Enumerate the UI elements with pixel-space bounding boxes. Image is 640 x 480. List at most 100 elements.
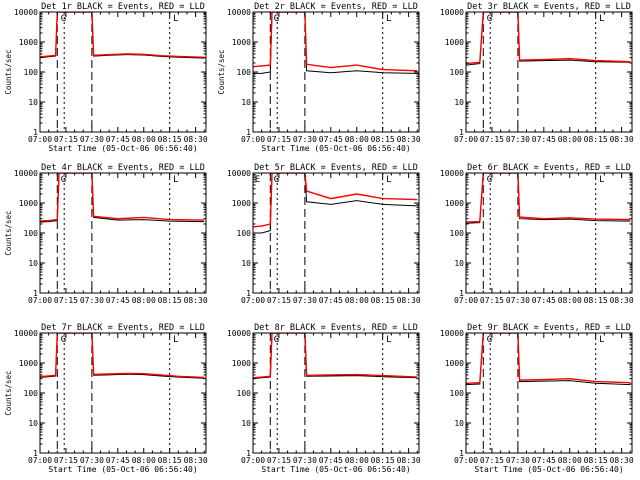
x-tick-label: 08:00	[132, 135, 156, 144]
x-tick-label: 08:00	[345, 456, 369, 465]
x-tick-label: 08:15	[584, 456, 608, 465]
x-tick-label: 07:45	[532, 135, 556, 144]
plot-frame	[39, 332, 207, 454]
y-tick-label: 10	[28, 419, 38, 428]
y-tick-label: 10	[241, 98, 251, 107]
x-tick-label: 07:45	[532, 296, 556, 305]
x-tick-label: 07:30	[80, 456, 104, 465]
y-tick-label: 100	[24, 229, 39, 238]
y-tick-label: 100	[237, 68, 252, 77]
x-tick-label: 08:00	[345, 135, 369, 144]
y-tick-label: 1000	[445, 38, 464, 47]
y-tick-label: 10000	[440, 8, 464, 17]
x-tick-label: 07:15	[480, 135, 504, 144]
y-tick-label: 1000	[232, 359, 251, 368]
x-tick-label: 08:15	[158, 456, 182, 465]
marker-letter: G	[274, 14, 279, 24]
detector-panel-8: Det 8r BLACK = Events, RED = LLD G L 1 10 100…	[227, 323, 421, 474]
y-tick-label: 10000	[440, 169, 464, 178]
y-tick-label: 10000	[14, 8, 38, 17]
x-tick-label: 07:00	[454, 135, 478, 144]
x-tick-label: 07:15	[267, 456, 291, 465]
x-tick-label: 08:15	[584, 296, 608, 305]
x-tick-label: 08:30	[610, 456, 634, 465]
plot-frame	[252, 172, 420, 294]
x-tick-label: 07:00	[454, 296, 478, 305]
y-tick-label: 10	[28, 98, 38, 107]
x-tick-label: 07:45	[106, 296, 130, 305]
x-tick-label: 08:30	[397, 135, 421, 144]
detector-panel-6: Det 6r BLACK = Events, RED = LLD G L 1 10 100…	[440, 163, 634, 305]
x-tick-label: 08:30	[397, 456, 421, 465]
x-tick-label: 07:15	[267, 296, 291, 305]
panel-title: Det 1r BLACK = Events, RED = LLD	[41, 2, 205, 12]
x-tick-label: 08:00	[132, 456, 156, 465]
marker-letter: G	[61, 335, 66, 345]
y-axis-label: Counts/sec	[4, 370, 13, 415]
x-axis-label: Start Time (05-Oct-06 06:56:40)	[474, 465, 623, 474]
x-axis-label: Start Time (05-Oct-06 06:56:40)	[261, 144, 410, 153]
x-axis-label: Start Time (05-Oct-06 06:56:40)	[48, 144, 197, 153]
marker-letter: G	[487, 175, 492, 185]
detector-panel-1: Det 1r BLACK = Events, RED = LLD G L 1 10 100…	[4, 2, 208, 153]
y-tick-label: 1	[246, 128, 251, 137]
x-tick-label: 08:30	[610, 135, 634, 144]
y-tick-label: 100	[24, 68, 39, 77]
x-tick-label: 07:45	[319, 456, 343, 465]
x-tick-label: 07:00	[241, 135, 265, 144]
x-tick-label: 07:30	[506, 296, 530, 305]
x-tick-label: 07:30	[293, 296, 317, 305]
y-tick-label: 10000	[14, 329, 38, 338]
x-tick-label: 08:15	[371, 456, 395, 465]
y-tick-label: 1	[33, 128, 38, 137]
panel-title: Det 3r BLACK = Events, RED = LLD	[467, 2, 631, 12]
panel-title: Det 6r BLACK = Events, RED = LLD	[467, 163, 631, 173]
y-tick-label: 100	[450, 68, 465, 77]
x-tick-label: 08:15	[158, 296, 182, 305]
plot-frame	[465, 332, 633, 454]
y-tick-label: 10	[28, 259, 38, 268]
y-tick-label: 10	[454, 419, 464, 428]
marker-letter: L	[599, 14, 604, 24]
marker-letter: L	[386, 14, 391, 24]
x-tick-label: 07:30	[506, 456, 530, 465]
x-tick-label: 07:45	[319, 135, 343, 144]
x-tick-label: 07:00	[241, 296, 265, 305]
y-tick-label: 1000	[19, 199, 38, 208]
series-line-lld	[40, 173, 205, 222]
detector-panel-4: Det 4r BLACK = Events, RED = LLD G L 1 10 100…	[4, 163, 208, 305]
x-tick-label: 07:30	[80, 296, 104, 305]
marker-letter: L	[386, 335, 391, 345]
y-tick-label: 100	[24, 389, 39, 398]
plot-frame	[252, 332, 420, 454]
x-tick-label: 08:30	[184, 135, 208, 144]
y-tick-label: 1000	[19, 38, 38, 47]
y-tick-label: 1	[459, 449, 464, 458]
series-line-lld	[253, 173, 418, 228]
y-axis-label: Counts/sec	[4, 49, 13, 94]
x-tick-label: 08:00	[345, 296, 369, 305]
x-tick-label: 07:30	[293, 135, 317, 144]
x-tick-label: 07:45	[319, 296, 343, 305]
marker-letter: E	[255, 175, 260, 185]
panel-title: Det 4r BLACK = Events, RED = LLD	[41, 163, 205, 173]
panel-title: Det 9r BLACK = Events, RED = LLD	[467, 323, 631, 333]
y-tick-label: 1	[33, 289, 38, 298]
x-tick-label: 08:15	[158, 135, 182, 144]
y-tick-label: 1000	[232, 199, 251, 208]
series-line-lld	[40, 12, 205, 58]
x-tick-label: 08:00	[558, 456, 582, 465]
y-tick-label: 10000	[227, 169, 251, 178]
x-tick-label: 08:15	[371, 296, 395, 305]
x-tick-label: 07:15	[54, 296, 78, 305]
y-tick-label: 10000	[227, 8, 251, 17]
y-tick-label: 1	[246, 289, 251, 298]
y-tick-label: 1000	[19, 359, 38, 368]
x-tick-label: 07:30	[80, 135, 104, 144]
series-line-lld	[466, 173, 631, 223]
y-tick-label: 1	[459, 289, 464, 298]
x-tick-label: 08:15	[371, 135, 395, 144]
y-tick-label: 100	[450, 389, 465, 398]
y-axis-label: Counts/sec	[217, 49, 226, 94]
